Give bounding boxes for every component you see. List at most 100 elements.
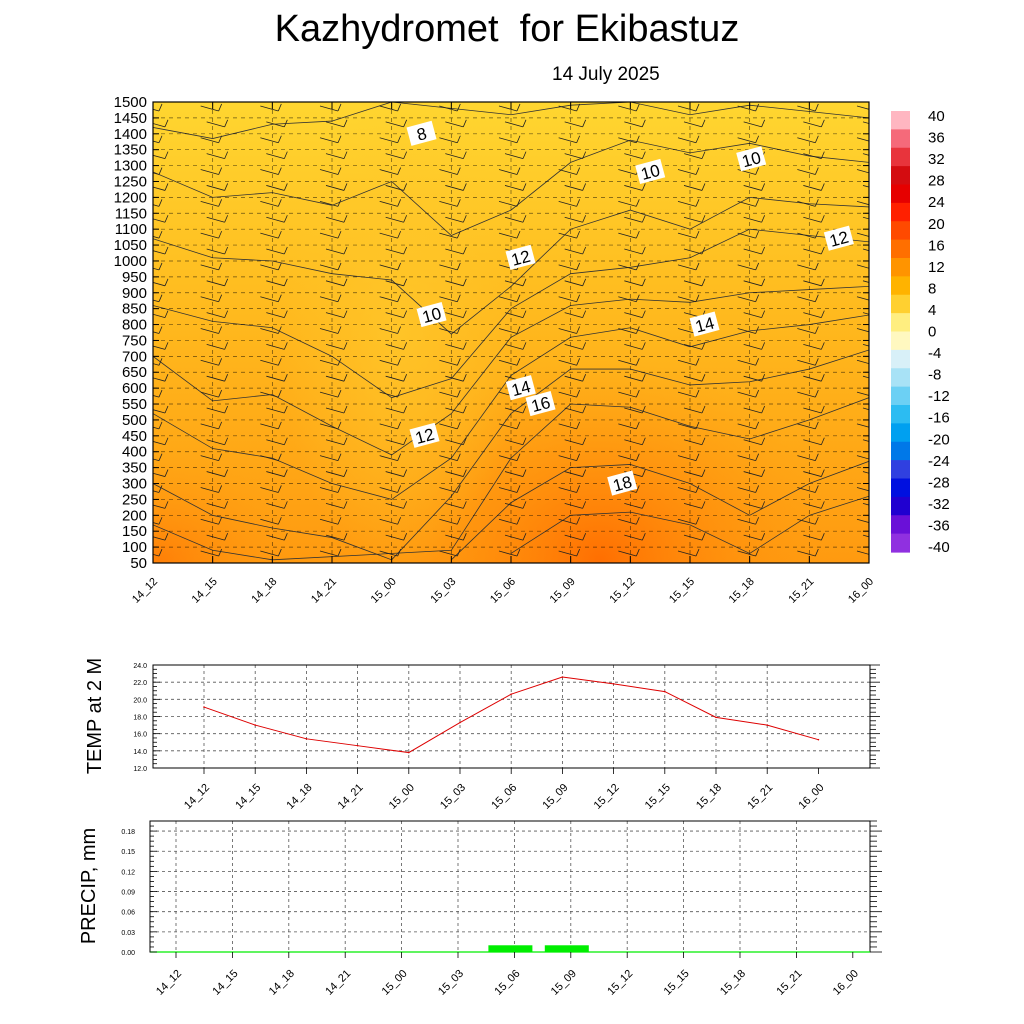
wind-barb: [153, 517, 163, 525]
wind-barb: [743, 405, 766, 414]
wind-barb: [677, 103, 700, 112]
wind-barb: [153, 167, 163, 175]
wind-barb: [856, 487, 869, 492]
wind-barb: [862, 439, 869, 442]
wind-barb: [206, 532, 229, 541]
wind-barb: [856, 232, 869, 237]
wind-barb: [498, 517, 521, 525]
wind-barb: [385, 183, 408, 191]
wind-barb: [624, 405, 646, 414]
wind-barb: [445, 342, 467, 350]
wind-barb: [504, 469, 527, 477]
main-x-tick-label: 15_18: [727, 576, 757, 606]
wind-barb: [683, 437, 706, 446]
wind-barb: [856, 423, 869, 428]
wind-barb: [504, 278, 527, 287]
wind-barb: [200, 548, 223, 557]
wind-barb: [683, 119, 706, 128]
colorbar-swatch: [891, 147, 910, 167]
wind-barb: [564, 310, 587, 318]
wind-barb: [319, 548, 342, 557]
main-y-tick-label: 150: [122, 523, 147, 540]
wind-barb: [737, 262, 760, 271]
wind-barb: [498, 199, 521, 207]
wind-barb: [266, 151, 288, 160]
wind-barb: [379, 358, 402, 366]
precip-gridlines: [150, 821, 870, 953]
wind-barb: [683, 374, 706, 382]
wind-barb: [385, 501, 408, 509]
contour-label-box: [689, 311, 720, 337]
main-x-tick-label: 15_00: [369, 576, 399, 606]
wind-barb: [445, 405, 467, 414]
wind-barb: [564, 246, 587, 255]
wind-barb: [319, 453, 342, 462]
wind-barb: [498, 453, 521, 462]
wind-barb: [504, 342, 527, 350]
main-x-tick-label: 15_06: [488, 576, 518, 606]
wind-barb: [737, 294, 760, 303]
wind-barb: [266, 215, 288, 223]
wind-barb: [803, 119, 825, 128]
wind-barb: [325, 246, 348, 255]
wind-barb: [624, 501, 646, 509]
colorbar-tick-label: 32: [928, 151, 945, 168]
wind-barb: [266, 437, 288, 446]
wind-barb: [153, 262, 163, 271]
precip-y-tick-label: 0.00: [121, 950, 135, 957]
wind-barb: [743, 342, 766, 350]
colorbar-swatch: [891, 166, 910, 186]
wind-barb: [737, 517, 760, 525]
wind-barb: [325, 437, 348, 446]
main-y-tick-label: 350: [122, 460, 147, 477]
main-x-tick-label: 14_18: [249, 576, 279, 606]
temp-x-tick-label: 15_21: [745, 782, 775, 812]
main-x-tick-label: 15_09: [548, 576, 578, 606]
main-y-tick-label: 1300: [114, 158, 147, 175]
contour-label: 10: [736, 146, 767, 171]
main-y-tick-label: 500: [122, 412, 147, 429]
temp-plot-frame: [152, 664, 871, 769]
contour-label: 18: [607, 470, 638, 496]
wind-barb: [153, 119, 169, 128]
wind-barb: [856, 455, 869, 460]
wind-barb: [743, 183, 766, 191]
main-x-tick-label: 16_00: [846, 576, 876, 606]
wind-barb: [200, 199, 223, 207]
wind-barb: [683, 532, 706, 541]
wind-barb: [153, 326, 163, 334]
wind-barb: [206, 278, 229, 287]
wind-barb: [624, 151, 646, 160]
wind-barb: [260, 517, 282, 525]
wind-barb: [737, 135, 760, 144]
temp-x-tick-label: 15_18: [694, 782, 724, 812]
wind-barb: [624, 342, 646, 350]
colorbar-tick-label: 12: [928, 259, 945, 276]
wind-barb: [200, 294, 223, 303]
wind-barb: [618, 326, 640, 334]
wind-barb: [266, 532, 288, 541]
colorbar-tick-label: -24: [928, 453, 950, 470]
contour-label-box: [635, 158, 666, 185]
temp-x-tick-label: 15_03: [438, 782, 468, 812]
precip-y-tick-label: 0.15: [121, 849, 135, 856]
main-y-tick-label: 700: [122, 348, 147, 365]
wind-barb: [379, 421, 402, 430]
wind-barb: [737, 230, 760, 239]
wind-barb: [325, 501, 348, 509]
wind-barbs: [153, 103, 869, 557]
colorbar-tick-label: -8: [928, 367, 941, 384]
wind-barb: [206, 437, 229, 446]
wind-barb: [206, 119, 229, 128]
temp-y-tick-label: 18.0: [133, 715, 147, 722]
temperature-field: [153, 102, 869, 563]
wind-barb: [439, 199, 461, 207]
contour-label: 12: [823, 225, 854, 251]
wind-barb: [153, 532, 169, 541]
temp-y-tick-label: 22.0: [133, 680, 147, 687]
temp-gridlines: [153, 664, 870, 769]
wind-barb: [445, 151, 467, 160]
wind-barb: [677, 294, 700, 303]
